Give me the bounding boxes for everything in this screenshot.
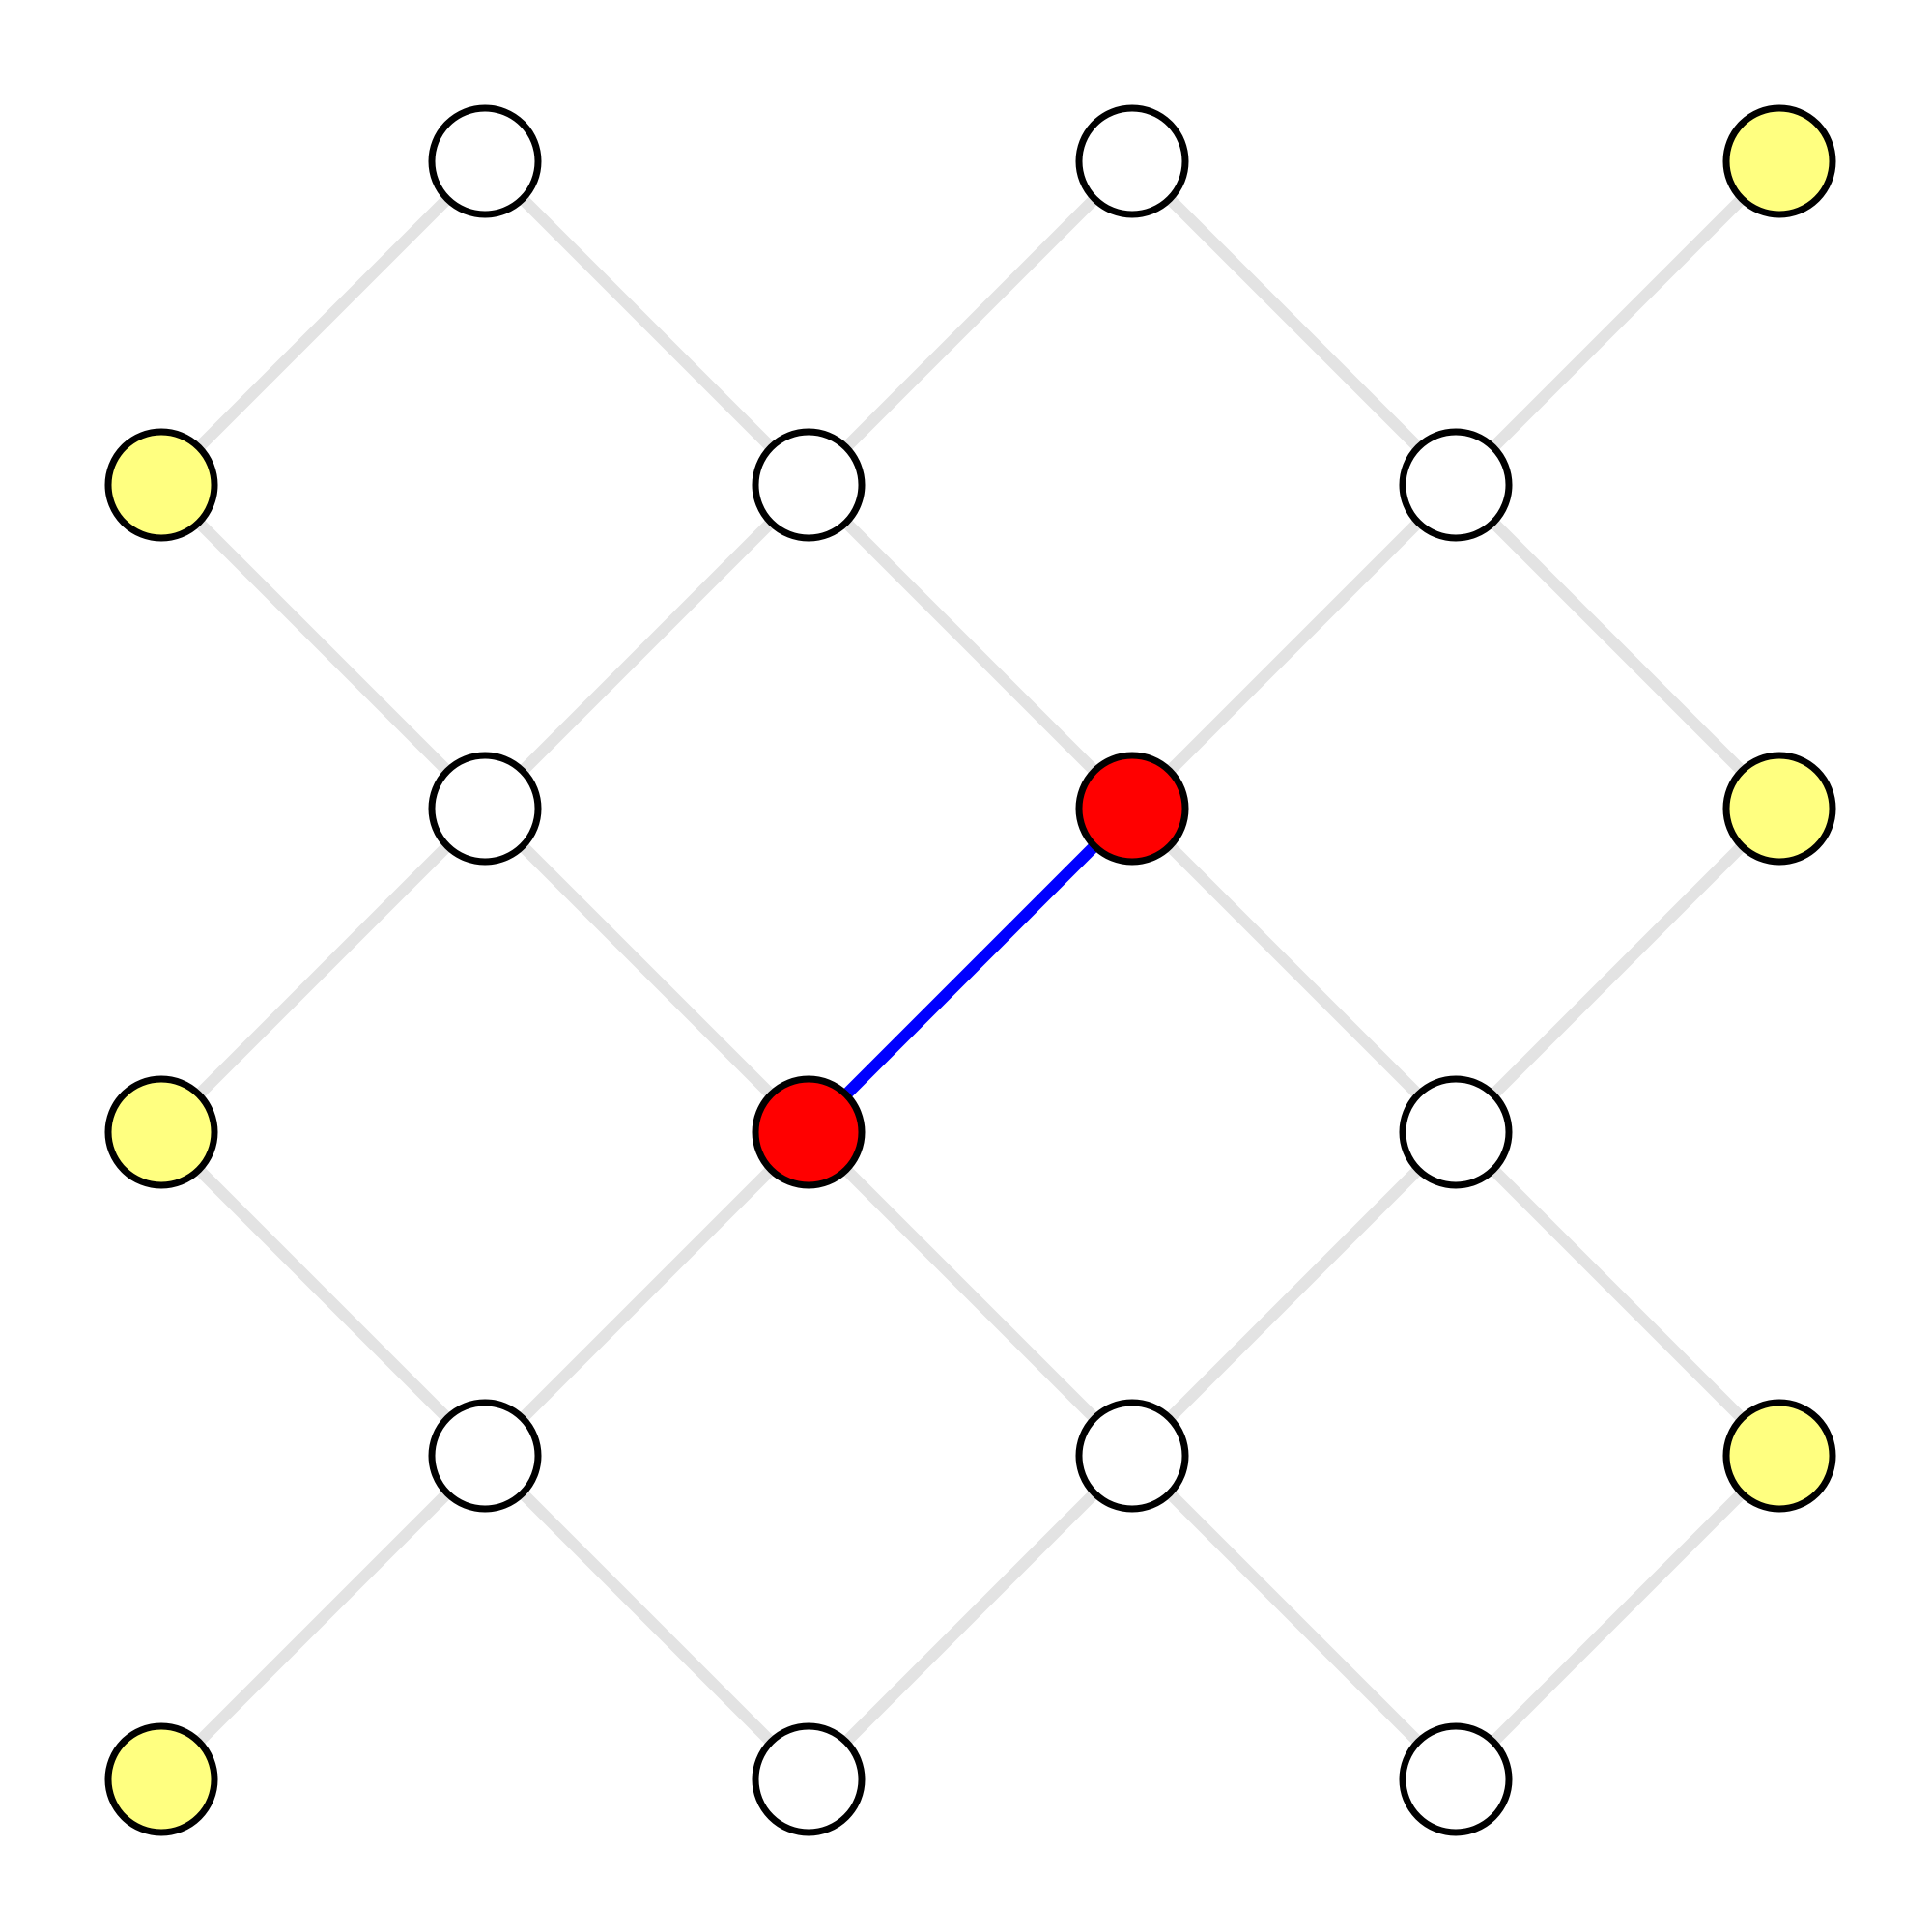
edge-n-2-5-n-3-4 xyxy=(1451,804,1784,1137)
default-node-n-4-1 xyxy=(428,1399,542,1513)
default-node-n-0-3 xyxy=(1075,104,1189,218)
edge-n-0-1-n-1-0 xyxy=(156,156,490,490)
edge-n-2-1-n-3-0 xyxy=(156,804,490,1137)
edge-n-3-4-n-4-5 xyxy=(1451,1127,1784,1461)
default-node-n-1-4 xyxy=(1399,428,1513,542)
edge-n-4-3-n-5-2 xyxy=(804,1451,1137,1784)
edge-n-2-1-n-3-2 xyxy=(480,804,813,1137)
default-node-n-2-1 xyxy=(428,752,542,866)
boundary-node-n-3-0 xyxy=(104,1075,218,1189)
edge-n-1-4-n-2-5 xyxy=(1451,480,1784,813)
default-node-n-0-1 xyxy=(428,104,542,218)
default-node-n-5-4 xyxy=(1399,1722,1513,1836)
default-node-n-5-2 xyxy=(752,1722,866,1836)
edge-n-3-2-n-4-3 xyxy=(804,1127,1137,1461)
edge-n-3-2-n-4-1 xyxy=(480,1127,813,1461)
edge-n-4-1-n-5-2 xyxy=(480,1451,813,1784)
default-node-n-1-2 xyxy=(752,428,866,542)
edge-n-3-0-n-4-1 xyxy=(156,1127,490,1461)
edge-n-4-1-n-5-0 xyxy=(156,1451,490,1784)
edge-n-4-3-n-5-4 xyxy=(1127,1451,1461,1784)
edge-n-1-4-n-2-3 xyxy=(1127,480,1461,813)
default-node-n-4-3 xyxy=(1075,1399,1189,1513)
edge-n-0-1-n-1-2 xyxy=(480,156,813,490)
edge-n-1-2-n-2-3 xyxy=(804,480,1137,813)
highlighted-edge-n-2-3-n-3-2 xyxy=(804,804,1137,1137)
boundary-node-n-5-0 xyxy=(104,1722,218,1836)
selected-node-n-3-2 xyxy=(752,1075,866,1189)
edge-n-0-3-n-1-2 xyxy=(804,156,1137,490)
edge-n-0-3-n-1-4 xyxy=(1127,156,1461,490)
edge-n-1-2-n-2-1 xyxy=(480,480,813,813)
edge-n-2-3-n-3-4 xyxy=(1127,804,1461,1137)
edge-n-3-4-n-4-3 xyxy=(1127,1127,1461,1461)
boundary-node-n-1-0 xyxy=(104,428,218,542)
nodes-layer xyxy=(104,104,1836,1836)
boundary-node-n-2-5 xyxy=(1722,752,1836,866)
default-node-n-3-4 xyxy=(1399,1075,1513,1189)
boundary-node-n-0-5 xyxy=(1722,104,1836,218)
edges-layer xyxy=(156,156,1784,1784)
boundary-node-n-4-5 xyxy=(1722,1399,1836,1513)
selected-node-n-2-3 xyxy=(1075,752,1189,866)
edge-n-1-0-n-2-1 xyxy=(156,480,490,813)
edge-n-4-5-n-5-4 xyxy=(1451,1451,1784,1784)
edge-n-0-5-n-1-4 xyxy=(1451,156,1784,490)
